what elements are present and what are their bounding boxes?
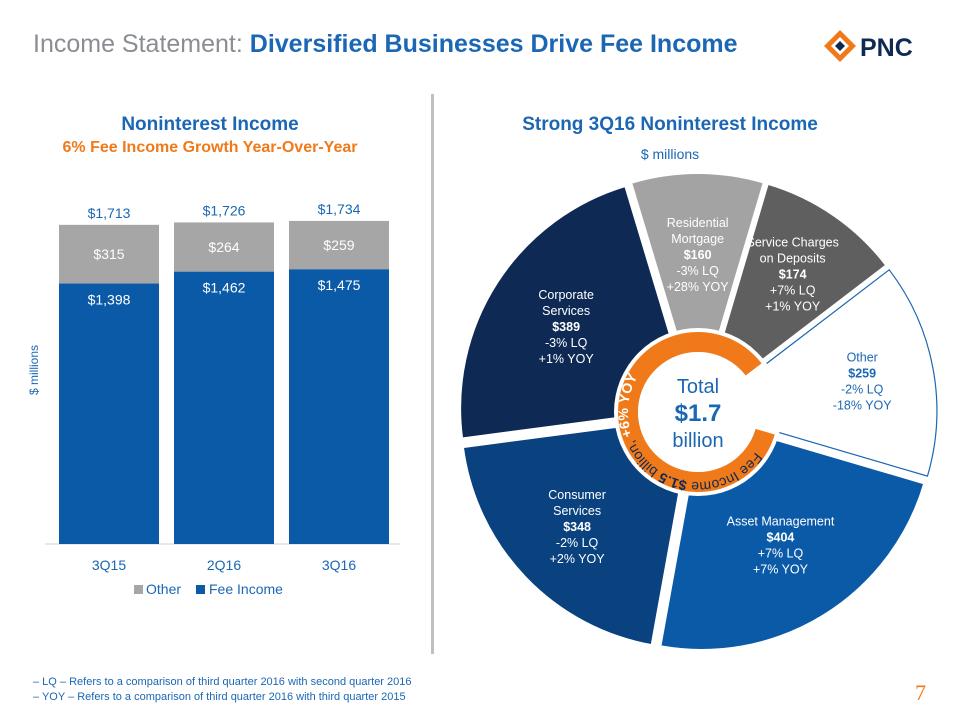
slice-label: on Deposits bbox=[760, 251, 826, 265]
title-lead: Income Statement: bbox=[33, 30, 243, 58]
ring-text-a: Fee Income bbox=[686, 450, 766, 495]
slice-label: Service Charges bbox=[746, 235, 838, 249]
pnc-logo-mark bbox=[824, 30, 856, 62]
center-backdrop bbox=[614, 328, 782, 496]
ring-text-b: $1.5 bbox=[656, 469, 688, 494]
bar-fee-income bbox=[174, 271, 274, 544]
footnote-lq: – LQ – Refers to a comparison of third q… bbox=[33, 676, 412, 688]
center-total-line1: Total bbox=[677, 376, 719, 398]
bar-total-label: $1,734 bbox=[318, 201, 361, 217]
page-number: 7 bbox=[915, 680, 926, 705]
pie-slice bbox=[753, 268, 938, 477]
title-main: Diversified Businesses Drive Fee Income bbox=[249, 30, 738, 58]
slice-value-label: $389 bbox=[552, 320, 580, 334]
bar-fee-label: $1,398 bbox=[88, 292, 131, 308]
slice-label: Corporate bbox=[538, 288, 594, 302]
slice-label: +1% YOY bbox=[539, 352, 595, 366]
slice-label: Other bbox=[847, 351, 878, 365]
legend-label-other: Other bbox=[146, 581, 181, 597]
bar-fee-label: $1,462 bbox=[203, 280, 246, 296]
bar-other-label: $315 bbox=[93, 246, 124, 262]
bar-other bbox=[289, 220, 389, 270]
legend-label-fee: Fee Income bbox=[209, 581, 283, 597]
slice-value-label: $259 bbox=[848, 367, 876, 381]
slice-label: -2% LQ bbox=[556, 536, 599, 550]
x-tick-label: 2Q16 bbox=[207, 557, 241, 573]
slice-label: Residential bbox=[667, 216, 729, 230]
fee-income-ring-label: Fee Income $1.5 billion, +6% YOY bbox=[615, 370, 766, 495]
slice-label: Services bbox=[553, 504, 601, 518]
ring-text-d: +6% YOY bbox=[615, 370, 641, 440]
slice-label: Mortgage bbox=[671, 232, 724, 246]
pie-slice bbox=[659, 434, 926, 651]
center-total-value: $1.7 bbox=[675, 400, 722, 427]
slice-label: -2% LQ bbox=[841, 383, 884, 397]
slice-label: Asset Management bbox=[727, 515, 835, 529]
bar-chart-heading: Noninterest Income bbox=[121, 114, 299, 135]
slice-value-label: $404 bbox=[767, 531, 795, 545]
slice-label: +28% YOY bbox=[667, 280, 730, 294]
pie-slice bbox=[461, 423, 684, 647]
slice-label: -3% LQ bbox=[545, 336, 588, 350]
slice-value-label: $174 bbox=[779, 267, 807, 281]
pie-chart-unit: $ millions bbox=[640, 146, 700, 162]
bar-fee-label: $1,475 bbox=[318, 277, 361, 293]
slice-label: +2% YOY bbox=[550, 552, 606, 566]
bar-other bbox=[174, 222, 274, 272]
slice-label: Consumer bbox=[548, 488, 606, 502]
fee-income-ring bbox=[618, 332, 775, 493]
pie-slice bbox=[718, 182, 888, 370]
bar-other bbox=[59, 224, 159, 284]
center-hole bbox=[638, 352, 758, 472]
slice-value-label: $348 bbox=[563, 520, 591, 534]
bar-chart-subheading: 6% Fee Income Growth Year-Over-Year bbox=[62, 139, 358, 156]
slice-label: -18% YOY bbox=[833, 399, 892, 413]
pie-slice bbox=[459, 184, 676, 440]
bar-fee-income bbox=[289, 269, 389, 544]
slice-value-label: $160 bbox=[684, 248, 712, 262]
pnc-logo-text: PNC bbox=[860, 34, 913, 62]
slice-label: Services bbox=[542, 304, 590, 318]
bar-total-label: $1,726 bbox=[203, 202, 246, 218]
pie-chart-heading: Strong 3Q16 Noninterest Income bbox=[522, 114, 818, 135]
slice-label: +7% YOY bbox=[753, 563, 809, 577]
bar-fee-income bbox=[59, 283, 159, 544]
slice-label: +1% YOY bbox=[765, 299, 821, 313]
x-tick-label: 3Q16 bbox=[322, 557, 356, 573]
bar-other-label: $259 bbox=[323, 237, 354, 253]
page-title: Income Statement: Diversified Businesses… bbox=[33, 30, 738, 59]
x-tick-label: 3Q15 bbox=[92, 557, 126, 573]
pnc-logo: PNC bbox=[824, 30, 913, 62]
legend-swatch-other bbox=[134, 585, 143, 594]
pie-slice bbox=[629, 172, 766, 347]
slice-label: -3% LQ bbox=[676, 264, 719, 278]
footnote-yoy: – YOY – Refers to a comparison of third … bbox=[33, 691, 406, 703]
bar-other-label: $264 bbox=[208, 239, 239, 255]
section-divider bbox=[431, 94, 434, 654]
slice-label: +7% LQ bbox=[758, 547, 804, 561]
bar-total-label: $1,713 bbox=[88, 205, 131, 221]
center-total-line3: billion bbox=[672, 430, 723, 452]
bar-chart: $1,398 $315 $1,713 3Q15 $1,462 $264 $1,726 2Q16… bbox=[45, 201, 400, 597]
ring-text-c: billion, bbox=[620, 435, 664, 483]
slice-label: +7% LQ bbox=[770, 283, 816, 297]
legend-swatch-fee bbox=[196, 585, 205, 594]
